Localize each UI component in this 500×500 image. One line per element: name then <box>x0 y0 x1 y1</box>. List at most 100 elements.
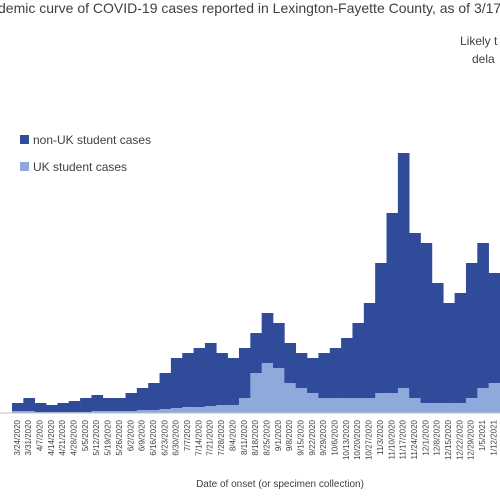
bar-segment <box>136 388 149 410</box>
bar-segment <box>318 353 331 398</box>
bar-segment <box>159 373 172 409</box>
bar-segment <box>420 403 433 413</box>
bar-segment <box>34 403 47 412</box>
x-tick-label: 11/3/2020 <box>376 419 385 455</box>
bar-segment <box>431 403 444 413</box>
bar-segment <box>238 398 251 413</box>
x-tick-label: 3/24/2020 <box>13 419 22 455</box>
x-tick-label: 4/28/2020 <box>70 419 79 455</box>
bar-segment <box>284 343 297 383</box>
x-tick-label: 6/23/2020 <box>160 419 169 455</box>
x-tick-label: 9/29/2020 <box>319 419 328 455</box>
x-tick-label: 9/1/2020 <box>274 419 283 451</box>
bar-segment <box>216 353 228 405</box>
bar-segment <box>443 403 455 413</box>
bar-segment <box>477 243 489 388</box>
bar-segment <box>386 213 399 393</box>
legend-swatch <box>20 135 29 144</box>
bar-segment <box>295 388 308 413</box>
bar-segment <box>397 153 410 388</box>
bar-segment <box>46 405 58 412</box>
x-tick-label: 11/10/2020 <box>387 419 396 459</box>
bar-segment <box>102 398 115 411</box>
x-tick-label: 6/30/2020 <box>172 419 181 455</box>
x-tick-label: 12/15/2020 <box>444 419 453 460</box>
bar-segment <box>12 403 24 411</box>
legend-label: UK student cases <box>33 160 127 174</box>
bar-segment <box>307 358 319 393</box>
x-tick-label: 4/7/2020 <box>35 419 44 451</box>
bar-segment <box>488 383 500 413</box>
x-tick-label: 9/22/2020 <box>308 419 317 455</box>
x-tick-label: 8/18/2020 <box>251 419 260 455</box>
bar-segment <box>409 398 421 413</box>
bar-segment <box>375 393 387 413</box>
x-tick-label: 5/5/2020 <box>81 419 90 451</box>
bar-segment <box>227 358 240 405</box>
x-tick-label: 6/16/2020 <box>149 419 158 455</box>
bar-segment <box>329 348 342 398</box>
bar-segment <box>114 398 126 411</box>
x-tick-label: 5/26/2020 <box>115 419 124 455</box>
bar-segment <box>329 398 342 413</box>
bar-segment <box>465 398 478 413</box>
x-tick-label: 8/25/2020 <box>262 419 271 455</box>
bar-segment <box>488 273 500 383</box>
x-tick-label: 7/21/2020 <box>206 419 215 455</box>
bar-segment <box>80 398 92 412</box>
bar-segment <box>216 405 228 413</box>
bar-segment <box>273 368 285 413</box>
bar-segment <box>397 388 410 413</box>
bar-segment <box>170 358 183 408</box>
x-tick-label: 10/27/2020 <box>365 419 374 460</box>
bar-segment <box>250 333 262 373</box>
x-tick-label: 10/20/2020 <box>353 419 362 460</box>
bar-segment <box>363 303 376 398</box>
bar-segment <box>182 353 194 407</box>
bar-segment <box>477 388 489 413</box>
bar-segment <box>23 398 35 411</box>
x-tick-label: 4/14/2020 <box>47 419 56 455</box>
bar-segment <box>91 395 104 411</box>
bar-segment <box>159 409 172 413</box>
bar-segment <box>420 243 433 403</box>
x-tick-label: 8/4/2020 <box>228 419 237 451</box>
bar-segment <box>352 398 365 413</box>
x-axis-label: Date of onset (or specimen collection) <box>196 479 364 490</box>
x-tick-label: 10/6/2020 <box>331 419 340 455</box>
bar-segment <box>12 411 24 413</box>
x-tick-label: 8/11/2020 <box>240 419 249 455</box>
bar-segment <box>261 363 274 413</box>
x-tick-label: 4/21/2020 <box>58 419 67 455</box>
bar-segment <box>238 348 251 398</box>
bar-segment <box>352 323 365 398</box>
annotation: Likely t <box>460 34 498 48</box>
bar-segment <box>227 405 240 413</box>
bar-segment <box>307 393 319 413</box>
bar-segment <box>273 323 285 368</box>
x-tick-label: 12/22/2020 <box>455 419 464 460</box>
bar-segment <box>148 383 160 410</box>
bar-segment <box>295 353 308 388</box>
x-tick-label: 5/19/2020 <box>104 419 113 455</box>
x-tick-label: 7/7/2020 <box>183 419 192 451</box>
bar-segment <box>363 398 376 413</box>
annotation: dela <box>472 52 495 66</box>
bar-segment <box>386 393 399 413</box>
bar-segment <box>341 338 353 398</box>
x-tick-label: 7/28/2020 <box>217 419 226 455</box>
x-tick-label: 1/12/2021 <box>489 419 498 455</box>
bar-segment <box>193 407 206 413</box>
bar-segment <box>182 407 194 413</box>
chart-title: demic curve of COVID-19 cases reported i… <box>0 0 500 16</box>
bar-segment <box>431 283 444 403</box>
bar-segment <box>341 398 353 413</box>
bar-segment <box>57 403 70 412</box>
legend-label: non-UK student cases <box>33 133 151 147</box>
x-tick-label: 9/15/2020 <box>297 419 306 455</box>
bar-segment <box>170 408 183 413</box>
bar-segment <box>23 411 35 413</box>
bar-segment <box>91 411 104 413</box>
